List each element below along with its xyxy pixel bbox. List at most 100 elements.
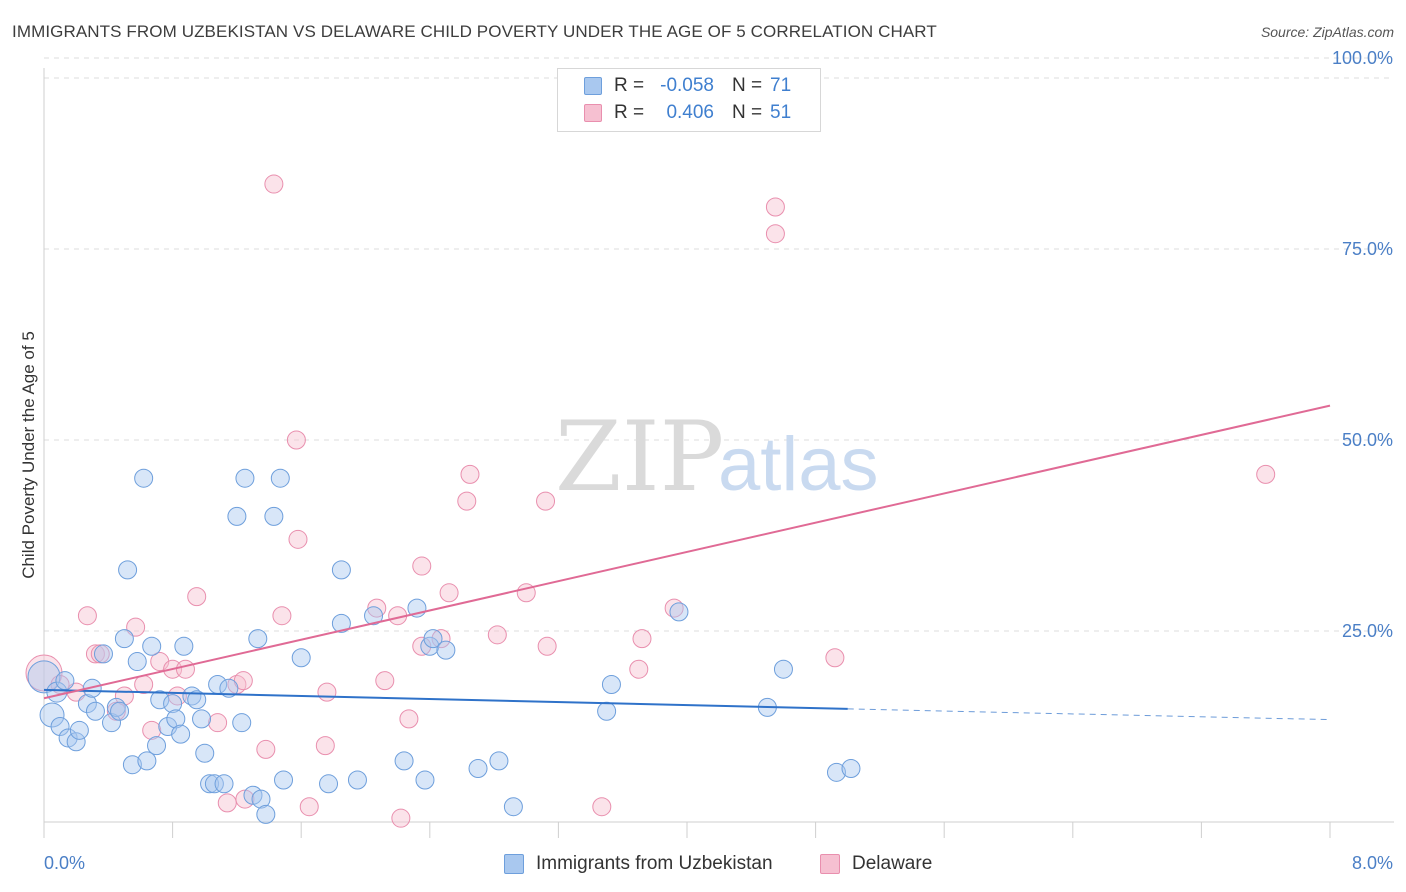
legend-swatch-delaware [584, 104, 602, 122]
uzbekistan-point [55, 671, 75, 691]
source-label: Source: ZipAtlas.com [1260, 24, 1394, 40]
legend-n-value: 71 [770, 75, 792, 96]
uzbekistan-point [192, 709, 212, 729]
delaware-point [126, 617, 146, 637]
legend-r-value: 0.406 [666, 102, 714, 123]
delaware-point [217, 793, 237, 813]
delaware-point [765, 224, 785, 244]
series-swatch-uzbekistan [504, 854, 524, 874]
trend-lines [43, 404, 1331, 721]
legend-n-value: 51 [770, 102, 792, 123]
series-legend: Immigrants from Uzbekistan Delaware [0, 853, 1406, 877]
series-legend-delaware: Delaware [820, 853, 932, 875]
uzbekistan-point [503, 797, 523, 817]
uzbekistan-point [122, 755, 142, 775]
uzbekistan-point [137, 751, 157, 771]
uzbekistan-point [841, 759, 861, 779]
delaware-point [85, 644, 105, 664]
legend-row-delaware: R = 0.406 N = 51 [584, 101, 791, 125]
uzbekistan-point [66, 732, 86, 752]
uzbekistan-point [114, 629, 134, 649]
delaware-point [187, 587, 207, 607]
uzbekistan-point [227, 506, 247, 526]
uzbekistan-point [264, 506, 284, 526]
uzbekistan-point [364, 606, 384, 626]
uzbekistan-point [331, 613, 351, 633]
uzbekistan-point [270, 468, 290, 488]
uzbekistan-point [85, 701, 105, 721]
uzbekistan-point [232, 713, 252, 733]
uzbekistan-point [166, 709, 186, 729]
y-tick-label: 100.0% [1332, 48, 1393, 68]
uzbekistan-point [187, 690, 207, 710]
series-label-uzbekistan: Immigrants from Uzbekistan [536, 853, 773, 874]
delaware-point [1256, 464, 1276, 484]
delaware-point [77, 606, 97, 626]
delaware-point [317, 682, 337, 702]
uzbekistan-point [110, 701, 130, 721]
uzbekistan-point [134, 468, 154, 488]
delaware-point [367, 598, 387, 618]
uzbekistan-point [394, 751, 414, 771]
delaware-point [457, 491, 477, 511]
delaware-point [286, 430, 306, 450]
delaware-point [536, 491, 556, 511]
delaware-point [272, 606, 292, 626]
uzbekistan-point [347, 770, 367, 790]
delaware-point [375, 671, 395, 691]
uzbekistan-point [118, 560, 138, 580]
uzbekistan-point [50, 717, 70, 736]
watermark-zip: ZIP [555, 401, 724, 513]
uzbekistan-point [195, 743, 215, 763]
uzbekistan-point [420, 636, 440, 656]
uzbekistan-point [248, 629, 268, 649]
legend-r-label: R = [614, 102, 645, 123]
y-axis-label: Child Poverty Under the Age of 5 [19, 331, 38, 579]
uzbekistan-trend-extension [847, 708, 1331, 721]
series-legend-uzbekistan: Immigrants from Uzbekistan [504, 853, 773, 875]
delaware-point [208, 713, 228, 733]
uzbekistan-point [489, 751, 509, 771]
watermark-atlas: atlas [718, 422, 879, 507]
uzbekistan-point [415, 770, 435, 790]
delaware-point [399, 709, 419, 729]
uzbekistan-point [436, 640, 456, 660]
uzbekistan-point [601, 674, 621, 694]
delaware-point [439, 583, 459, 603]
uzbekistan-point [331, 560, 351, 580]
uzbekistan-point [773, 659, 793, 679]
uzbekistan-point [597, 701, 617, 721]
uzbekistan-point [147, 736, 167, 756]
series-swatch-delaware [820, 854, 840, 874]
delaware-point [632, 629, 652, 649]
axes [43, 68, 1394, 838]
delaware-point [537, 636, 557, 656]
delaware-point [412, 556, 432, 576]
uzbekistan-points [27, 468, 861, 824]
uzbekistan-point [174, 636, 194, 656]
uzbekistan-point [235, 468, 255, 488]
delaware-point [765, 197, 785, 217]
uzbekistan-point [106, 697, 126, 717]
legend-r-value: -0.058 [660, 75, 714, 96]
uzbekistan-point [423, 629, 443, 649]
uzbekistan-point [69, 720, 89, 740]
uzbekistan-point [319, 774, 339, 794]
delaware-point [825, 648, 845, 668]
uzbekistan-point [214, 774, 234, 794]
tick-labels: 25.0% 50.0% 75.0% 100.0% 0.0% 8.0% [44, 48, 1393, 873]
y-tick-label: 75.0% [1342, 239, 1393, 259]
delaware-point [315, 736, 335, 756]
uzbekistan-point [204, 774, 224, 794]
delaware-point [592, 797, 612, 817]
uzbekistan-point [150, 690, 170, 710]
delaware-point [629, 659, 649, 679]
delaware-point [142, 720, 162, 740]
delaware-point [288, 529, 308, 549]
uzbekistan-point [27, 660, 61, 694]
legend-r-label: R = [614, 75, 645, 96]
uzbekistan-point [219, 678, 239, 698]
uzbekistan-point [468, 759, 488, 779]
uzbekistan-point [669, 602, 689, 622]
uzbekistan-point [163, 694, 183, 714]
